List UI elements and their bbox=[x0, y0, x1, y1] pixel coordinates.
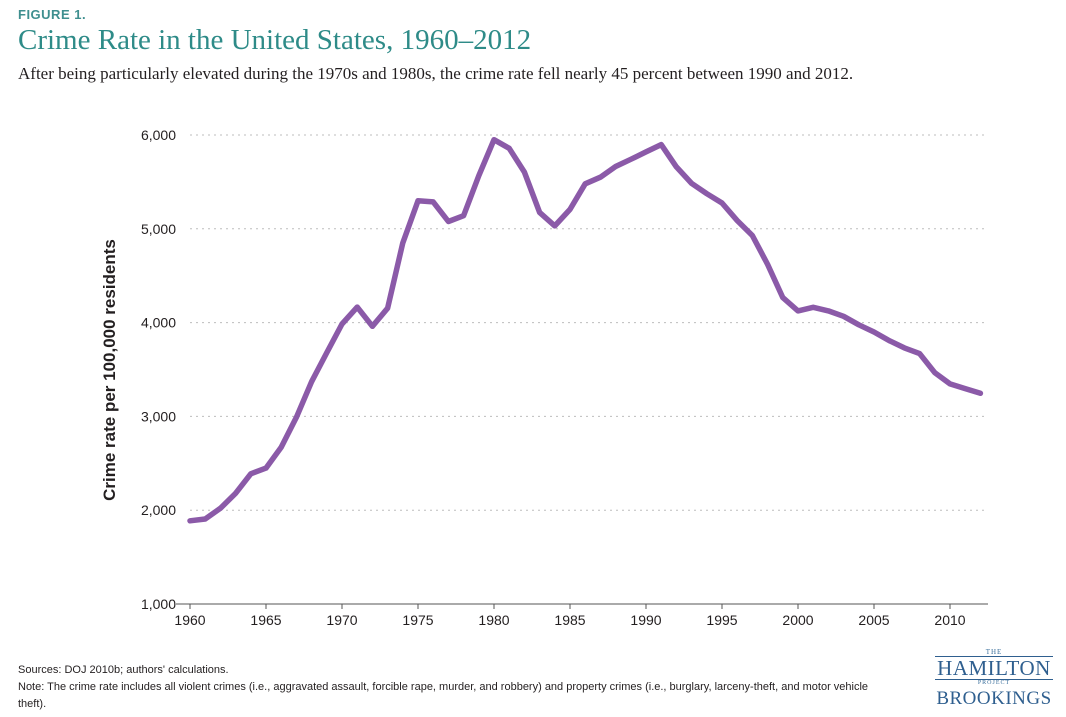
y-axis-ticks: 1,000 2,000 3,000 4,000 5,000 6,000 bbox=[141, 127, 176, 612]
x-tick-label-2005: 2005 bbox=[858, 612, 889, 628]
figure-label: FIGURE 1. bbox=[18, 7, 87, 22]
logo-brookings: BROOKINGS bbox=[936, 688, 1052, 709]
x-axis-ticks: 1960 1965 1970 1975 1980 1985 1990 1995 2000 2005… bbox=[174, 604, 966, 628]
logo-the: THE bbox=[985, 648, 1003, 656]
x-tick-label-2000: 2000 bbox=[782, 612, 813, 628]
logo-hamilton: HAMILTON bbox=[935, 656, 1053, 680]
series-line-crime-rate bbox=[187, 136, 984, 524]
y-axis-label: Crime rate per 100,000 residents bbox=[100, 239, 119, 501]
x-tick-label-1980: 1980 bbox=[478, 612, 509, 628]
x-tick-label-1990: 1990 bbox=[630, 612, 661, 628]
y-tick-label-4000: 4,000 bbox=[141, 315, 176, 331]
x-tick-label-1995: 1995 bbox=[706, 612, 737, 628]
x-tick-label-1985: 1985 bbox=[554, 612, 585, 628]
x-tick-label-1970: 1970 bbox=[326, 612, 357, 628]
sources-text: Sources: DOJ 2010b; authors' calculation… bbox=[18, 664, 229, 676]
gridlines bbox=[190, 134, 988, 511]
logo-project: PROJECT bbox=[977, 680, 1011, 686]
y-tick-label-5000: 5,000 bbox=[141, 221, 176, 237]
note-text: Note: The crime rate includes all violen… bbox=[18, 681, 869, 710]
x-tick-label-1965: 1965 bbox=[250, 612, 281, 628]
x-tick-label-1975: 1975 bbox=[402, 612, 433, 628]
chart-subtitle: After being particularly elevated during… bbox=[18, 64, 854, 83]
x-tick-label-1960: 1960 bbox=[174, 612, 205, 628]
footer-notes: Sources: DOJ 2010b; authors' calculation… bbox=[18, 662, 898, 713]
x-tick-label-2010: 2010 bbox=[934, 612, 965, 628]
hamilton-brookings-logo: THE HAMILTON PROJECT BROOKINGS bbox=[928, 648, 1060, 710]
y-tick-label-1000: 1,000 bbox=[141, 596, 176, 612]
y-tick-label-6000: 6,000 bbox=[141, 127, 176, 143]
chart-title: Crime Rate in the United States, 1960–20… bbox=[18, 24, 532, 56]
y-tick-label-3000: 3,000 bbox=[141, 408, 176, 424]
y-tick-label-2000: 2,000 bbox=[141, 502, 176, 518]
